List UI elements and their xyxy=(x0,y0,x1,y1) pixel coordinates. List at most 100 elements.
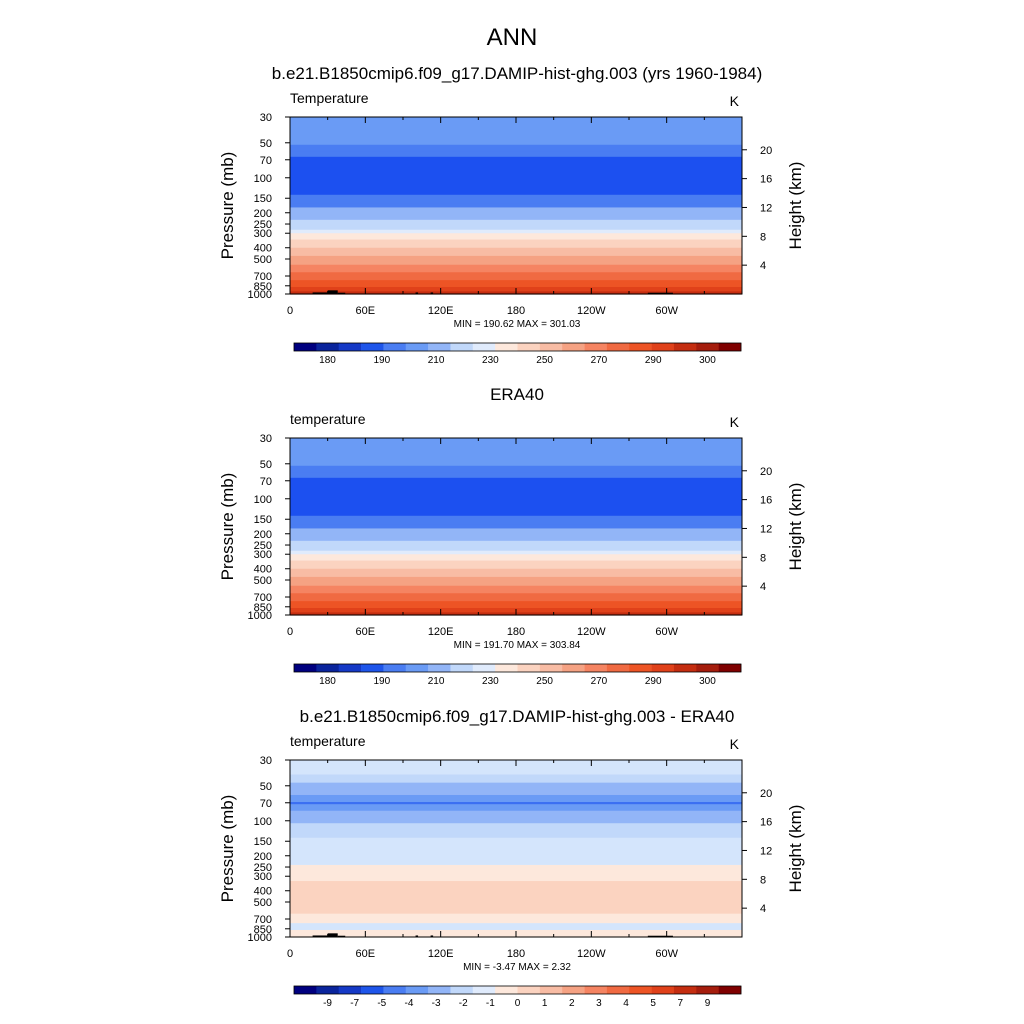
colorbar-swatch xyxy=(472,986,496,994)
contour-band xyxy=(290,550,742,555)
colorbar-swatch xyxy=(629,986,652,994)
height-tick-label: 4 xyxy=(760,260,766,272)
colorbar-swatch xyxy=(673,986,697,994)
units-label: K xyxy=(730,414,740,430)
x-tick-label: 0 xyxy=(287,305,293,317)
stats-label: MIN = 191.70 MAX = 303.84 xyxy=(454,640,581,651)
colorbar-swatch xyxy=(584,343,608,351)
x-tick-label: 60E xyxy=(356,948,376,960)
y-tick-label: 30 xyxy=(260,433,272,445)
colorbar-swatch xyxy=(606,986,630,994)
colorbar-swatch xyxy=(472,664,496,672)
colorbar-label: -3 xyxy=(432,998,441,1009)
colorbar-swatch xyxy=(584,986,608,994)
height-tick-label: 20 xyxy=(760,466,772,478)
contour-band xyxy=(290,554,742,562)
y-axis-label: Pressure (mb) xyxy=(218,152,237,260)
chart-panel-3: b.e21.B1850cmip6.f09_g17.DAMIP-hist-ghg.… xyxy=(218,707,805,1009)
y-tick-label: 30 xyxy=(260,112,272,124)
y-tick-label: 250 xyxy=(254,862,272,874)
y-tick-label: 200 xyxy=(254,529,272,541)
colorbar-swatch xyxy=(629,343,652,351)
contour-band xyxy=(290,191,742,196)
colorbar-label: 290 xyxy=(645,355,662,366)
y-tick-label: 250 xyxy=(254,540,272,552)
topography-mask xyxy=(312,935,328,937)
colorbar-swatch xyxy=(316,664,339,672)
colorbar-swatch xyxy=(361,343,384,351)
colorbar-swatch xyxy=(316,343,339,351)
y-tick-label: 850 xyxy=(254,924,272,936)
colorbar-swatch xyxy=(673,664,697,672)
topography-mask xyxy=(337,292,346,294)
contour-band xyxy=(290,477,742,513)
colorbar-swatch xyxy=(450,664,474,672)
colorbar-swatch xyxy=(651,986,675,994)
y-tick-label: 300 xyxy=(254,549,272,561)
colorbar-label: 230 xyxy=(482,355,499,366)
x-tick-label: 120W xyxy=(577,626,606,638)
figure-title: ANN xyxy=(487,24,538,51)
height-tick-label: 20 xyxy=(760,788,772,800)
height-tick-label: 12 xyxy=(760,202,772,214)
colorbar-label: 1 xyxy=(542,998,548,1009)
y-tick-label: 100 xyxy=(254,173,272,185)
y-tick-label: 700 xyxy=(254,592,272,604)
colorbar-label: -2 xyxy=(459,998,468,1009)
colorbar-label: -1 xyxy=(486,998,495,1009)
colorbar-swatch xyxy=(383,986,407,994)
topography-mask xyxy=(327,290,338,294)
colorbar-label: 190 xyxy=(373,355,390,366)
colorbar-swatch xyxy=(718,664,742,672)
height-tick-label: 12 xyxy=(760,523,772,535)
y-tick-label: 1000 xyxy=(248,932,272,944)
colorbar-swatch xyxy=(472,343,496,351)
colorbar-swatch xyxy=(584,664,608,672)
y-tick-label: 850 xyxy=(254,602,272,614)
contour-band xyxy=(290,156,742,192)
contour-band xyxy=(290,923,742,930)
y-tick-label: 1000 xyxy=(248,289,272,301)
x-tick-label: 120W xyxy=(577,305,606,317)
contour-band xyxy=(290,144,742,153)
y-axis-label-right: Height (km) xyxy=(786,162,805,250)
contour-band xyxy=(290,272,742,281)
contour-band xyxy=(290,452,742,467)
y-tick-label: 850 xyxy=(254,281,272,293)
colorbar-swatch xyxy=(450,986,474,994)
y-tick-label: 700 xyxy=(254,271,272,283)
stats-label: MIN = -3.47 MAX = 2.32 xyxy=(463,962,571,973)
chart-panel-2: ERA40 temperature K 0 60E 120E 180 120W 60W 30 50 7… xyxy=(218,385,805,687)
colorbar-swatch xyxy=(696,343,719,351)
x-tick-label: 120E xyxy=(428,305,454,317)
colorbar-swatch xyxy=(673,343,697,351)
units-label: K xyxy=(730,93,740,109)
y-tick-label: 200 xyxy=(254,208,272,220)
field-label: temperature xyxy=(290,733,366,749)
colorbar-label: 3 xyxy=(596,998,602,1009)
colorbar-swatch xyxy=(606,343,630,351)
colorbar-swatch xyxy=(651,343,675,351)
contour-band xyxy=(290,540,742,548)
contour-band xyxy=(290,794,742,803)
colorbar-label: 250 xyxy=(536,676,553,687)
x-tick-label: 0 xyxy=(287,626,293,638)
y-tick-label: 400 xyxy=(254,886,272,898)
contour-band xyxy=(290,151,742,158)
colorbar-frame xyxy=(293,663,742,673)
colorbar-swatch xyxy=(562,664,585,672)
colorbar-swatch xyxy=(495,664,518,672)
x-tick-label: 60W xyxy=(655,305,678,317)
contour-band xyxy=(290,837,742,861)
colorbar-swatch xyxy=(383,343,407,351)
panel-title: b.e21.B1850cmip6.f09_g17.DAMIP-hist-ghg.… xyxy=(272,64,762,83)
y-tick-label: 1000 xyxy=(248,610,272,622)
colorbar-swatch xyxy=(629,664,652,672)
y-tick-label: 400 xyxy=(254,243,272,255)
colorbar-label: -4 xyxy=(404,998,413,1009)
colorbar-swatch xyxy=(294,664,317,672)
topography-mask xyxy=(647,292,673,294)
contour-band xyxy=(290,810,742,824)
colorbar-label: 190 xyxy=(373,676,390,687)
colorbar-frame xyxy=(293,342,742,352)
